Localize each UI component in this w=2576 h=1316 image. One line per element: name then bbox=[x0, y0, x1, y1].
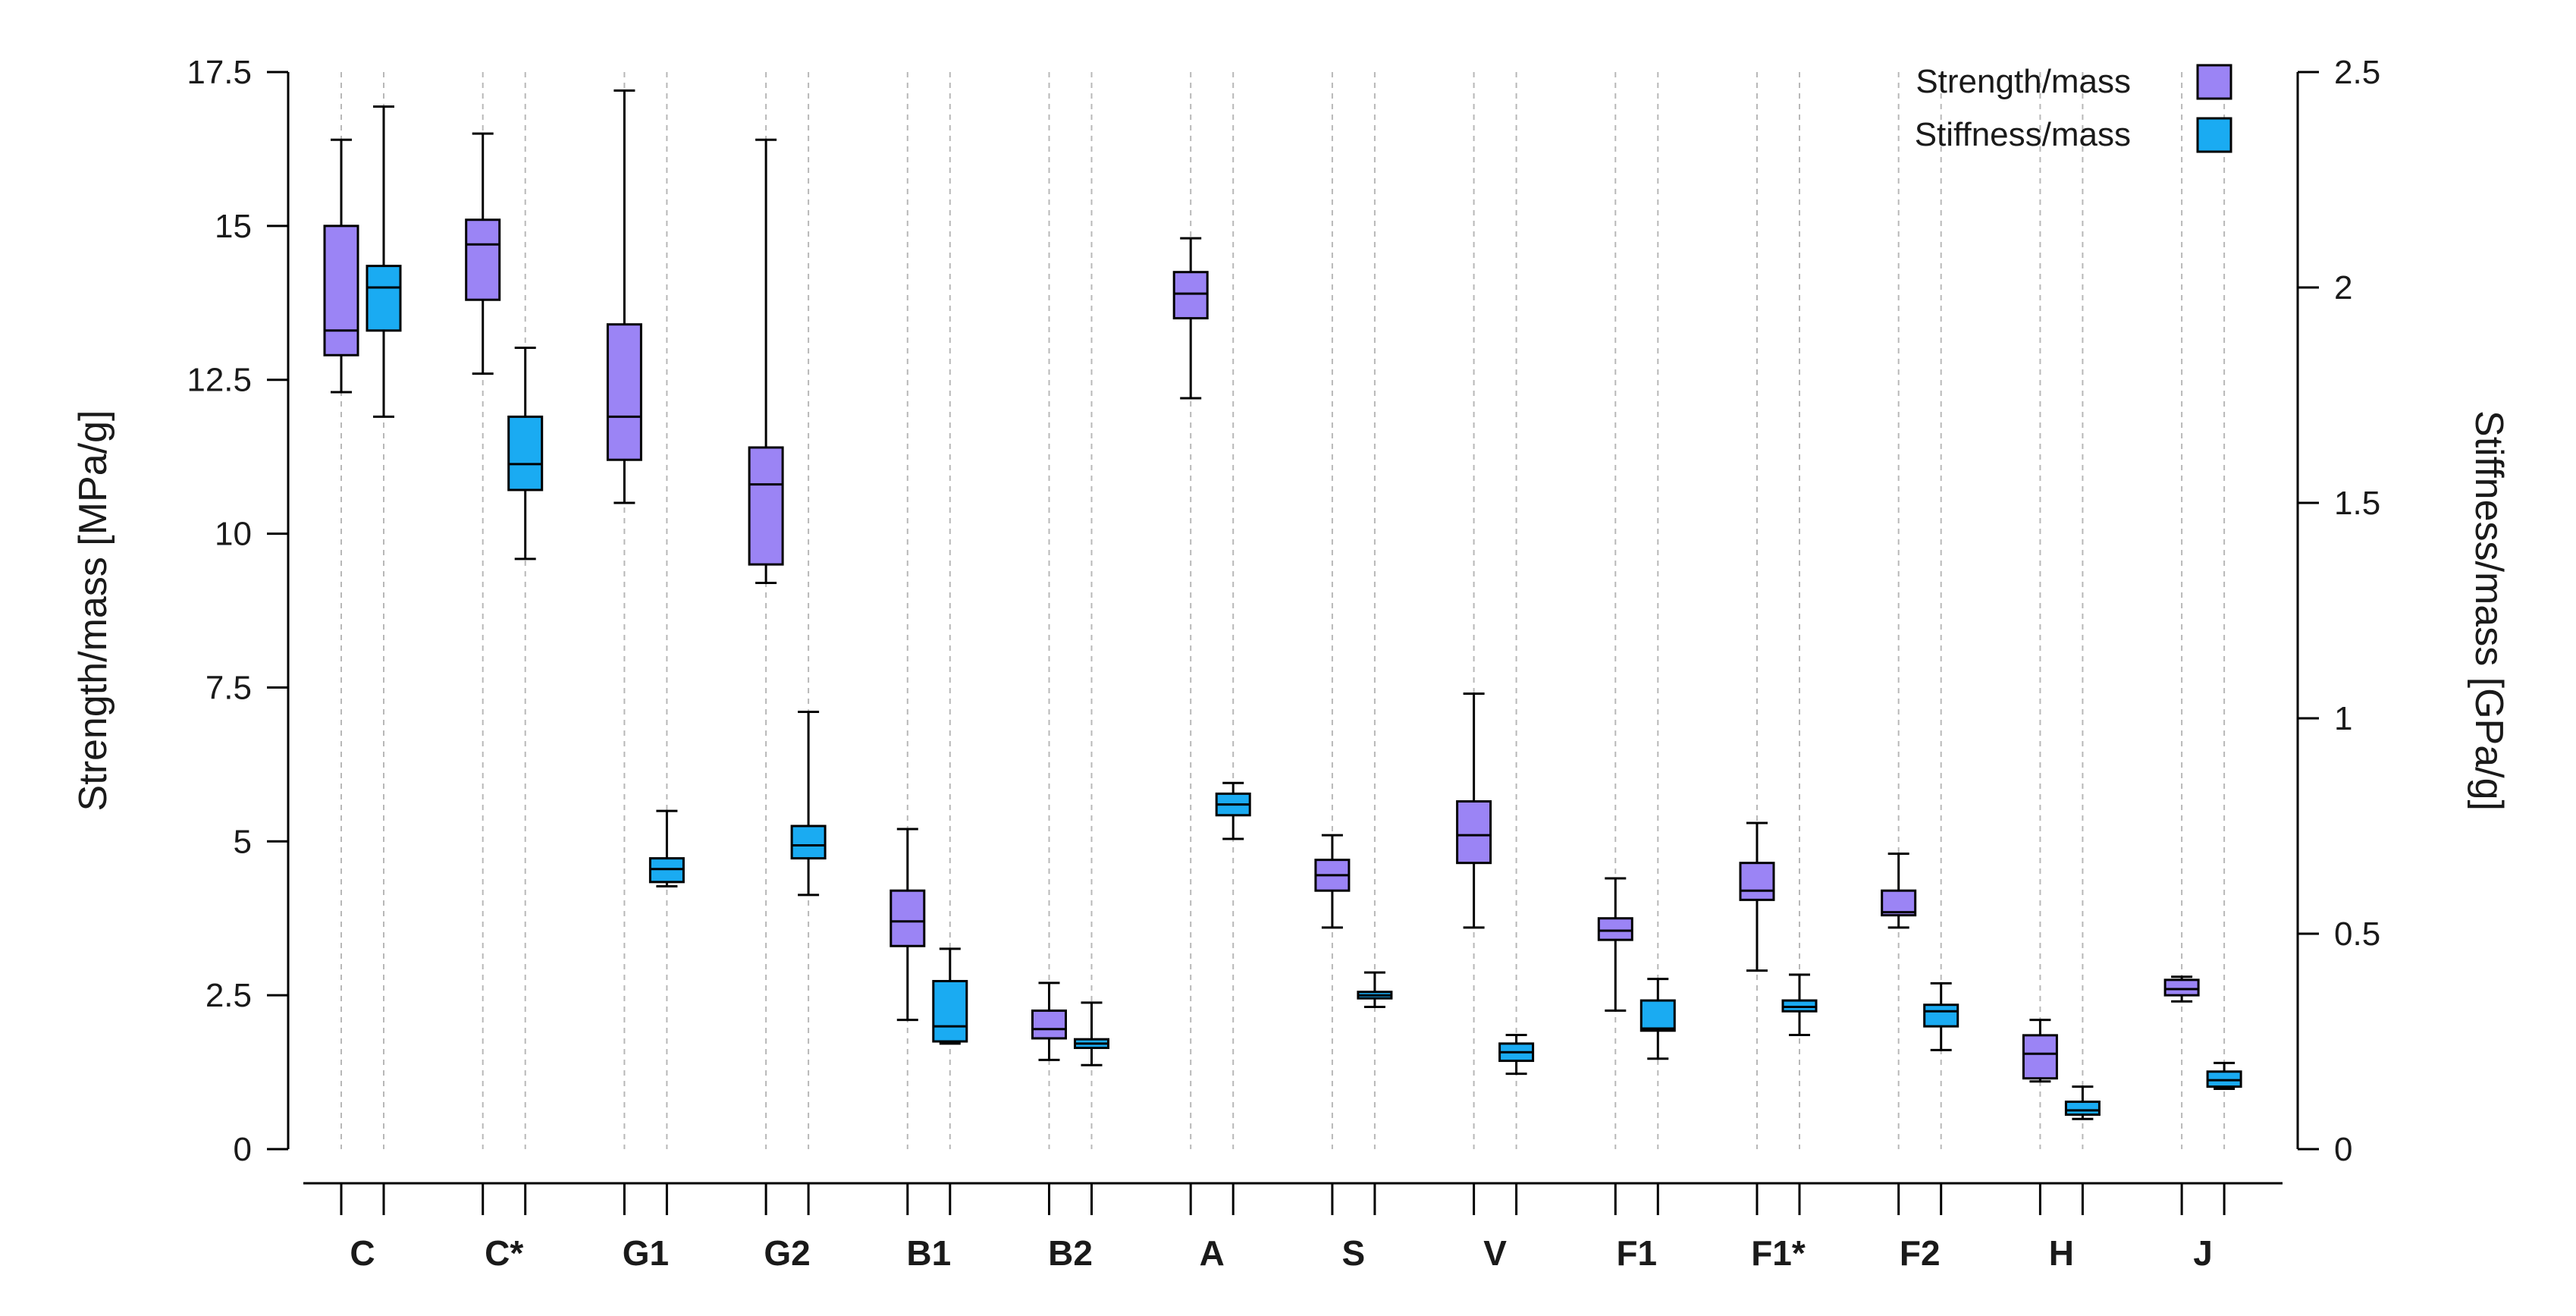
bottom-axis-ticks: C C* G1 G2 B1 B2 A S V F1 F1* F2 H J bbox=[340, 1183, 2226, 1273]
category-label: J bbox=[2193, 1233, 2213, 1273]
strength-box-F1 bbox=[1597, 877, 1633, 1012]
right-tick-label: 2 bbox=[2334, 269, 2352, 306]
stiffness-box-F2 bbox=[1923, 982, 1959, 1051]
iqr-box bbox=[932, 979, 968, 1043]
category-label: S bbox=[1342, 1233, 1366, 1273]
stiffness-box-B2 bbox=[1074, 1001, 1109, 1066]
left-tick-label: 0 bbox=[234, 1131, 252, 1168]
left-tick-label: 2.5 bbox=[206, 977, 252, 1014]
right-tick-label: 2.5 bbox=[2334, 54, 2380, 91]
legend-swatch-strength bbox=[2196, 64, 2232, 100]
stiffness-box-F1 bbox=[1639, 978, 1676, 1060]
left-tick-label: 7.5 bbox=[206, 669, 252, 706]
category-label: F1* bbox=[1751, 1233, 1806, 1273]
legend-swatch-stiffness bbox=[2196, 117, 2232, 153]
iqr-box bbox=[1172, 271, 1209, 320]
strength-box-G2 bbox=[748, 138, 784, 584]
category-label: B1 bbox=[906, 1233, 951, 1273]
stiffness-box-G2 bbox=[790, 710, 827, 897]
strength-box-F1* bbox=[1739, 821, 1775, 972]
legend-label-stiffness: Stiffness/mass bbox=[1915, 116, 2131, 153]
strength-box-V bbox=[1456, 693, 1492, 929]
strength-box-C* bbox=[465, 132, 501, 375]
stiffness-box-J bbox=[2206, 1061, 2242, 1090]
stiffness-box-C bbox=[366, 105, 402, 418]
left-tick-label: 12.5 bbox=[187, 362, 252, 399]
stiffness-box-V bbox=[1498, 1033, 1535, 1076]
legend: Strength/mass Stiffness/mass bbox=[1915, 63, 2232, 153]
iqr-box bbox=[1456, 800, 1492, 865]
iqr-box bbox=[1739, 862, 1775, 901]
iqr-box bbox=[1923, 1003, 1959, 1028]
left-axis-title: Strength/mass [MPa/g] bbox=[71, 410, 115, 812]
stiffness-box-F1* bbox=[1781, 973, 1818, 1036]
strength-box-F2 bbox=[1881, 853, 1917, 929]
right-tick-label: 0 bbox=[2334, 1131, 2352, 1168]
category-label: B2 bbox=[1048, 1233, 1093, 1273]
iqr-box bbox=[1639, 999, 1676, 1032]
iqr-box bbox=[606, 323, 642, 461]
left-tick-label: 5 bbox=[234, 823, 252, 860]
category-label: F1 bbox=[1616, 1233, 1657, 1273]
axes: 0 2.5 5 7.5 10 12.5 15 17.5 0 0.5 1 1.5 2 2.5 C C* G1 G… bbox=[187, 54, 2380, 1273]
stiffness-box-B1 bbox=[932, 947, 968, 1045]
category-label: G1 bbox=[623, 1233, 669, 1273]
iqr-box bbox=[323, 225, 359, 356]
left-tick-label: 17.5 bbox=[187, 54, 252, 91]
category-label: C* bbox=[485, 1233, 523, 1273]
iqr-box bbox=[2064, 1101, 2101, 1117]
stiffness-box-H bbox=[2064, 1085, 2101, 1120]
iqr-box bbox=[2163, 978, 2200, 997]
right-tick-label: 0.5 bbox=[2334, 916, 2380, 953]
right-tick-label: 1 bbox=[2334, 700, 2352, 737]
category-label: H bbox=[2049, 1233, 2074, 1273]
iqr-box bbox=[1031, 1009, 1067, 1040]
stiffness-box-G1 bbox=[648, 809, 685, 888]
strength-box-B2 bbox=[1031, 982, 1067, 1061]
right-tick-label: 1.5 bbox=[2334, 485, 2380, 522]
box-series bbox=[323, 89, 2242, 1120]
strength-box-A bbox=[1172, 237, 1209, 400]
iqr-box bbox=[748, 446, 784, 566]
iqr-box bbox=[890, 889, 926, 947]
stiffness-box-A bbox=[1215, 781, 1251, 840]
iqr-box bbox=[366, 265, 402, 332]
left-tick-label: 15 bbox=[215, 208, 252, 245]
category-label: F2 bbox=[1900, 1233, 1941, 1273]
iqr-box bbox=[507, 415, 544, 492]
category-label: G2 bbox=[764, 1233, 810, 1273]
stiffness-box-C* bbox=[507, 347, 544, 561]
legend-label-strength: Strength/mass bbox=[1916, 63, 2131, 100]
right-axis-title: Stiffness/mass [GPa/g] bbox=[2467, 410, 2511, 811]
iqr-box bbox=[2022, 1034, 2058, 1080]
category-label: V bbox=[1483, 1233, 1507, 1273]
strength-box-B1 bbox=[890, 828, 926, 1022]
iqr-box bbox=[1597, 917, 1633, 941]
strength-box-C bbox=[323, 138, 359, 394]
stiffness-box-S bbox=[1357, 971, 1393, 1009]
left-tick-label: 10 bbox=[215, 516, 252, 553]
left-axis-ticks: 0 2.5 5 7.5 10 12.5 15 17.5 bbox=[187, 54, 288, 1168]
category-label: A bbox=[1200, 1233, 1225, 1273]
strength-box-J bbox=[2163, 975, 2200, 1003]
category-label: C bbox=[350, 1233, 375, 1273]
strength-box-H bbox=[2022, 1019, 2058, 1083]
strength-box-G1 bbox=[606, 89, 642, 504]
iqr-box bbox=[465, 218, 501, 301]
right-axis-ticks: 0 0.5 1 1.5 2 2.5 bbox=[2298, 54, 2380, 1168]
strength-box-S bbox=[1314, 834, 1351, 929]
iqr-box bbox=[790, 824, 827, 860]
